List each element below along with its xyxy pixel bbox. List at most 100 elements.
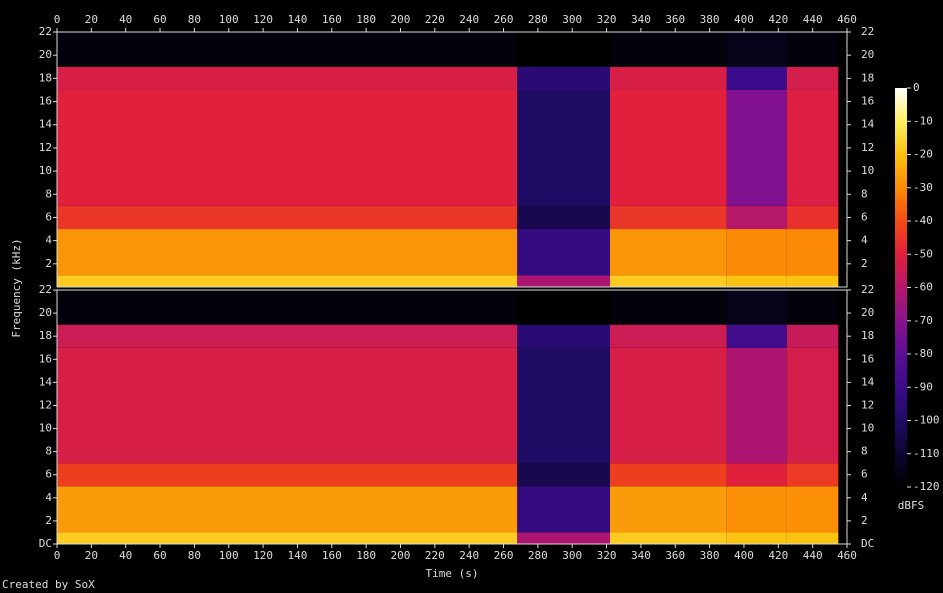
- spectrogram-cell: [57, 463, 518, 487]
- y-tick-label: 20: [39, 48, 52, 61]
- spectrogram-cell: [786, 290, 839, 325]
- x-tick-label: 400: [734, 549, 754, 562]
- y-tick-label: 4: [45, 234, 52, 247]
- y-tick-label: 22: [861, 283, 874, 296]
- spectrogram-cell: [726, 324, 787, 348]
- x-tick-label: 140: [287, 549, 307, 562]
- spectrogram-cell: [517, 275, 610, 287]
- spectrogram-cell: [726, 275, 787, 287]
- x-tick-label: 200: [391, 13, 411, 26]
- y-tick-label: DC: [861, 537, 874, 550]
- spectrogram-cell: [786, 275, 839, 287]
- y-tick-label: 14: [39, 118, 53, 131]
- y-tick-label: 12: [39, 141, 52, 154]
- x-tick-label: 340: [631, 549, 651, 562]
- x-tick-label: 400: [734, 13, 754, 26]
- spectrogram-cell: [57, 486, 518, 533]
- footer: Created by SoX: [2, 578, 95, 591]
- spectrogram-cell: [610, 66, 727, 90]
- y-tick-label: 10: [39, 164, 52, 177]
- spectrogram-cell: [610, 486, 727, 533]
- y-tick-label: 2: [861, 257, 868, 270]
- spectrogram-cell: [517, 290, 610, 325]
- spectrogram-cell: [517, 89, 610, 206]
- x-tick-label: 40: [119, 549, 132, 562]
- x-tick-label: 300: [562, 549, 582, 562]
- spectrogram-cell: [57, 290, 518, 325]
- colorbar-label: dBFS: [898, 499, 925, 512]
- x-tick-label: 160: [322, 13, 342, 26]
- y-tick-label: 20: [39, 306, 52, 319]
- spectrogram-cell: [838, 290, 847, 325]
- spectrogram-cell: [726, 463, 787, 487]
- colorbar: [895, 88, 907, 487]
- colorbar-tick-label: -110: [913, 447, 940, 460]
- spectrogram-cell: [517, 347, 610, 464]
- spectrogram-cell: [726, 486, 787, 533]
- spectrogram-cell: [838, 205, 847, 230]
- x-tick-label: 120: [253, 549, 273, 562]
- y-tick-label: 12: [861, 141, 874, 154]
- x-tick-label: 100: [219, 549, 239, 562]
- y-tick-label: 18: [39, 71, 52, 84]
- x-tick-label: 380: [700, 13, 720, 26]
- x-tick-label: 300: [562, 13, 582, 26]
- y-tick-label: 2: [861, 514, 868, 527]
- x-tick-label: 440: [803, 13, 823, 26]
- spectrogram-cell: [838, 89, 847, 206]
- spectrogram-cell: [786, 347, 839, 464]
- colorbar-tick-label: -90: [913, 380, 933, 393]
- spectrogram-cell: [786, 89, 839, 206]
- y-tick-label: 16: [861, 352, 874, 365]
- x-tick-label: 360: [665, 549, 685, 562]
- x-tick-label: 60: [153, 549, 166, 562]
- x-tick-label: 420: [768, 549, 788, 562]
- x-tick-label: 80: [188, 549, 201, 562]
- spectrogram-cell: [517, 532, 610, 544]
- y-tick-label: 4: [861, 234, 868, 247]
- spectrogram-cell: [610, 347, 727, 464]
- spectrogram-cell: [786, 532, 839, 544]
- y-tick-label: 8: [861, 187, 868, 200]
- spectrogram-cell: [838, 275, 847, 287]
- spectrogram-cell: [838, 66, 847, 90]
- x-tick-label: 0: [54, 13, 61, 26]
- x-tick-label: 240: [459, 13, 479, 26]
- y-tick-label: 2: [45, 257, 52, 270]
- x-tick-label: 200: [391, 549, 411, 562]
- spectrogram-cell: [838, 229, 847, 276]
- spectrogram-cell: [610, 532, 727, 544]
- spectrogram-cell: [517, 463, 610, 487]
- x-tick-label: 320: [597, 13, 617, 26]
- colorbar-tick-label: -10: [913, 114, 933, 127]
- y-tick-label: 10: [39, 422, 52, 435]
- x-tick-label: 20: [85, 13, 98, 26]
- x-tick-label: 460: [837, 549, 857, 562]
- spectrogram-cell: [57, 205, 518, 230]
- spectrogram-cell: [610, 89, 727, 206]
- x-tick-label: 280: [528, 13, 548, 26]
- spectrogram-cell: [726, 290, 787, 325]
- y-tick-label: 8: [45, 445, 52, 458]
- colorbar-tick-label: -70: [913, 314, 933, 327]
- y-tick-label: 6: [45, 468, 52, 481]
- colorbar-tick-label: -20: [913, 148, 933, 161]
- y-tick-label: 14: [39, 375, 53, 388]
- spectrogram-cell: [57, 66, 518, 90]
- spectrogram-cell: [786, 229, 839, 276]
- spectrogram-cell: [838, 347, 847, 464]
- spectrogram-cell: [726, 32, 787, 67]
- spectrogram-cell: [517, 66, 610, 90]
- x-tick-label: 360: [665, 13, 685, 26]
- spectrogram-cell: [517, 486, 610, 533]
- spectrogram-cell: [786, 205, 839, 230]
- panel-frame: [56, 31, 848, 288]
- y-tick-label: DC: [39, 537, 52, 550]
- x-tick-label: 20: [85, 549, 98, 562]
- x-tick-label: 320: [597, 549, 617, 562]
- y-tick-label: 18: [861, 71, 874, 84]
- colorbar-tick-label: -50: [913, 247, 933, 260]
- spectrogram-cell: [57, 32, 518, 67]
- x-tick-label: 440: [803, 549, 823, 562]
- spectrogram-cell: [57, 347, 518, 464]
